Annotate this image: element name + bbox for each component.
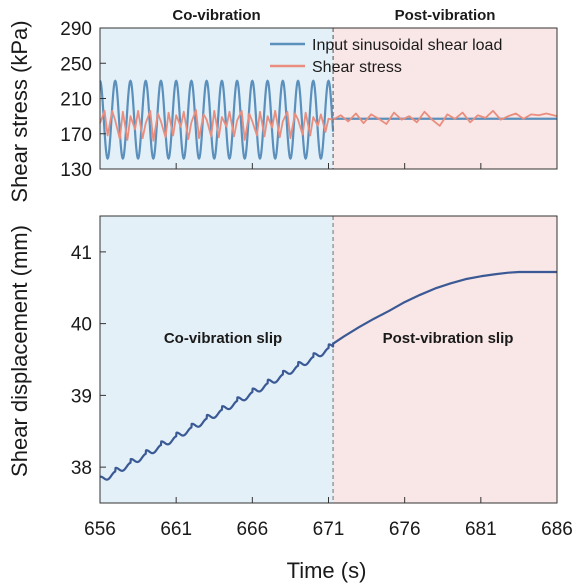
y-tick-label: 170 [60,125,92,146]
post-vibration-slip-label: Post-vibration slip [383,330,514,347]
legend: Input sinusoidal shear load Shear stress [270,37,502,76]
x-tick-label: 656 [84,519,116,540]
legend-label-input-load: Input sinusoidal shear load [312,37,502,54]
legend-label-shear-stress: Shear stress [312,59,402,76]
stress-axis-title: Shear stress (kPa) [7,20,32,202]
y-tick-label: 290 [60,19,92,40]
stress-x-ticks [99,163,558,169]
series-line-displacement [99,270,557,481]
y-tick-label: 250 [60,54,92,75]
y-tick-label: 41 [71,243,92,264]
series-line-shear-stress [99,109,558,142]
post-vibration-slip-region [333,216,557,503]
x-tick-label: 676 [389,519,421,540]
stress-y-ticks: 130 170 210 250 290 [60,19,106,181]
y-tick-label: 39 [71,386,92,407]
x-tick-label: 686 [541,519,573,540]
time-x-ticks: 656 661 666 671 676 681 686 [84,497,573,540]
displacement-panel: 38 39 40 41 656 661 666 671 676 681 686 Co-vibrat… [7,215,573,583]
y-tick-label: 130 [60,160,92,181]
x-tick-label: 671 [313,519,345,540]
post-vibration-label: Post-vibration [395,7,496,24]
time-axis-title: Time (s) [287,558,367,583]
co-vibration-label: Co-vibration [172,7,260,24]
x-tick-label: 681 [465,519,497,540]
y-tick-label: 38 [71,458,92,479]
displacement-y-ticks: 38 39 40 41 [71,243,106,479]
displacement-series [99,270,557,481]
x-tick-label: 661 [160,519,192,540]
y-tick-label: 40 [71,315,92,336]
stress-series [99,28,558,169]
post-vibration-region [333,28,557,169]
stress-panel: 130 170 210 250 290 Co-vibration Post-vibrat… [7,7,558,203]
co-vibration-slip-region [100,216,334,503]
x-tick-label: 666 [236,519,268,540]
displacement-axis-title: Shear displacement (mm) [7,225,32,477]
co-vibration-slip-label: Co-vibration slip [164,330,282,347]
y-tick-label: 210 [60,90,92,111]
